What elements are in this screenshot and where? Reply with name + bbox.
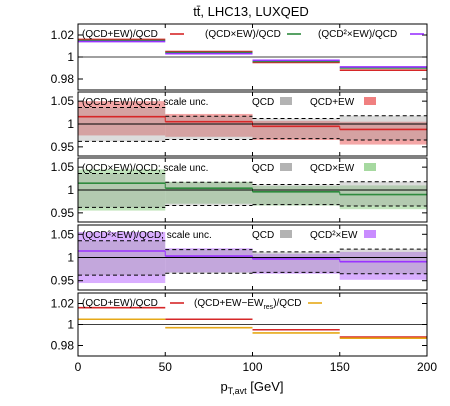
y-tick-label: 0.98	[51, 339, 75, 353]
panel-2: 1.05 1 0.95 (QCD+EW)/QCD; scale unc. QCD QCD+…	[51, 91, 428, 157]
y-tick-label: 1.02	[51, 28, 75, 42]
y-tick-label: 1.05	[51, 94, 75, 108]
y-tick-label: 0.95	[51, 274, 75, 288]
x-tick-label: 50	[159, 360, 173, 374]
band-qcd	[252, 118, 340, 139]
panel-3: 1.05 1 0.95 (QCD×EW)/QCD; scale unc. QCD QCD×…	[51, 157, 428, 223]
legend-label: QCD	[252, 97, 274, 108]
band-qcd	[252, 251, 340, 273]
y-tick-label: 1.05	[51, 160, 75, 174]
y-tick-label: 0.95	[51, 140, 75, 154]
band-combined	[252, 185, 340, 206]
band-qcd	[165, 182, 253, 206]
legend-swatch	[364, 163, 376, 171]
y-tick-label: 1	[67, 50, 74, 64]
y-tick-label: 0.98	[51, 72, 75, 86]
legend-title: (QCD×EW)/QCD; scale unc.	[82, 163, 208, 174]
y-tick-label: 1.02	[51, 297, 75, 311]
y-tick-label: 0.95	[51, 206, 75, 220]
y-tick-label: 1.05	[51, 227, 75, 241]
legend-swatch	[364, 97, 376, 105]
x-axis-label-base: p	[220, 379, 227, 394]
y-tick-label: 1	[67, 117, 74, 131]
chart-title: tt̄, LHC13, LUXQED	[193, 4, 309, 19]
band-qcd	[252, 184, 340, 205]
legend-label: QCD	[252, 230, 274, 241]
band-qcd	[339, 115, 427, 140]
panel-1: 1.02 1 0.98 (QCD+EW)/QCD (QCD×EW)/QCD (QCD²×E…	[51, 23, 428, 91]
x-axis: 0 50 100 150 200	[75, 360, 438, 374]
band-combined	[165, 113, 253, 137]
y-tick-label: 1	[67, 318, 74, 332]
panels: 1.02 1 0.98 (QCD+EW)/QCD (QCD×EW)/QCD (QCD²×E…	[51, 23, 428, 357]
legend-label: QCD²×EW	[310, 230, 358, 241]
band-combined	[78, 101, 166, 136]
legend-swatch	[280, 163, 292, 171]
x-tick-label: 0	[75, 360, 82, 374]
legend-swatch	[280, 230, 292, 238]
x-axis-label-unit: [GeV]	[247, 379, 284, 394]
legend-label: (QCD²×EW)/QCD	[318, 29, 397, 40]
legend-swatch	[364, 230, 376, 238]
x-tick-label: 100	[242, 360, 262, 374]
x-axis-label: pT,avt [GeV]	[220, 379, 283, 396]
legend-label: QCD×EW	[310, 163, 355, 174]
band-combined	[165, 248, 253, 273]
legend-swatch	[280, 97, 292, 105]
y-tick-label: 1	[67, 251, 74, 265]
panel-4: 1.05 1 0.95 (QCD²×EW)/QCD; scale unc. QCD QCD…	[51, 224, 428, 291]
band-qcd	[165, 249, 253, 274]
band-combined	[339, 185, 427, 210]
band-qcd	[165, 116, 253, 140]
legend-title: (QCD²×EW)/QCD; scale unc.	[82, 230, 212, 241]
legend-label: QCD+EW	[310, 97, 355, 108]
band-combined	[165, 181, 253, 204]
legend-label: (QCD×EW)/QCD	[205, 29, 281, 40]
panel-5: 1.02 1 0.98 (QCD+EW)/QCD (QCD+EW−EWres)/QCD	[51, 292, 428, 357]
x-tick-label: 150	[330, 360, 350, 374]
legend-label: (QCD+EW−EWres)/QCD	[194, 298, 302, 311]
y-tick-label: 1	[67, 183, 74, 197]
band-combined	[339, 121, 427, 145]
x-tick-label: 200	[417, 360, 437, 374]
legend-label: (QCD+EW)/QCD	[82, 298, 158, 309]
band-combined	[339, 251, 427, 280]
x-axis-label-sub: T,avt	[228, 386, 248, 396]
legend-title: (QCD+EW)/QCD; scale unc.	[82, 97, 208, 108]
legend-label: QCD	[252, 163, 274, 174]
legend-label: (QCD+EW)/QCD	[82, 29, 158, 40]
